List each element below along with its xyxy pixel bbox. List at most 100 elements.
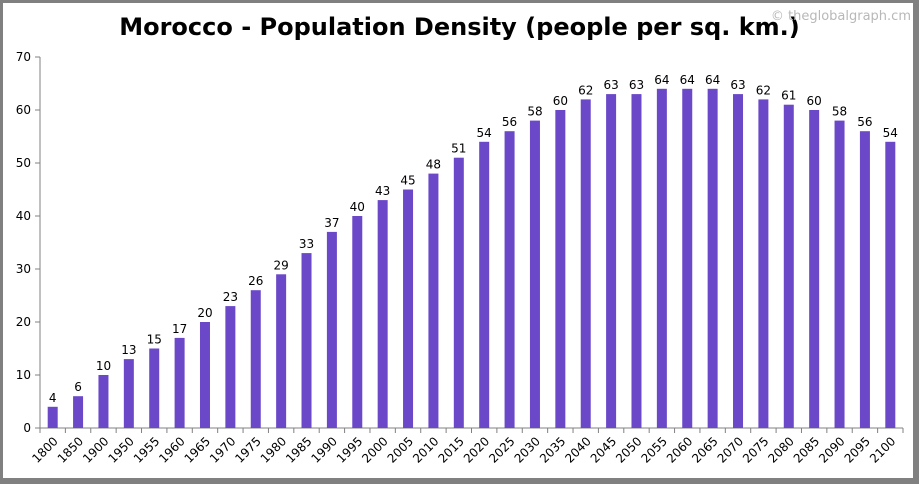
x-tick-label: 1955 [131, 434, 162, 465]
y-tick-label: 40 [16, 209, 31, 223]
bar [47, 406, 58, 428]
bar [377, 200, 388, 428]
data-label: 33 [299, 237, 314, 251]
x-tick-label: 2075 [740, 434, 771, 465]
bar [885, 141, 896, 429]
y-tick-label: 30 [16, 262, 31, 276]
x-tick-label: 2030 [512, 434, 543, 465]
data-label: 20 [197, 306, 212, 320]
data-label: 37 [324, 216, 339, 230]
x-tick-label: 2085 [791, 434, 822, 465]
y-tick-label: 0 [23, 421, 31, 435]
x-tick-label: 2000 [359, 434, 390, 465]
bar [199, 322, 210, 428]
bar [859, 131, 870, 428]
bar [225, 306, 236, 428]
data-label: 26 [248, 274, 263, 288]
x-tick-label: 2005 [385, 434, 416, 465]
data-label: 64 [680, 73, 695, 87]
x-tick-label: 1985 [283, 434, 314, 465]
x-tick-label: 2035 [537, 434, 568, 465]
data-label: 62 [578, 83, 593, 97]
bar [809, 110, 820, 428]
bar [123, 359, 134, 428]
bar [352, 216, 363, 428]
x-tick-label: 1800 [29, 434, 60, 465]
bar [555, 110, 566, 428]
bar [453, 157, 464, 428]
bar [276, 274, 287, 428]
chart-title: Morocco - Population Density (people per… [119, 13, 800, 41]
x-tick-label: 1900 [80, 434, 111, 465]
bar [403, 189, 414, 428]
data-label: 43 [375, 184, 390, 198]
data-label: 29 [273, 258, 288, 272]
bar [656, 88, 667, 429]
y-tick-label: 60 [16, 103, 31, 117]
x-tick-label: 1960 [156, 434, 187, 465]
x-tick-label: 1990 [309, 434, 340, 465]
bar [682, 88, 693, 429]
data-label: 60 [807, 94, 822, 108]
bar [529, 120, 540, 428]
y-tick-label: 10 [16, 368, 31, 382]
data-label: 64 [654, 73, 669, 87]
data-label: 56 [857, 115, 872, 129]
x-tick-label: 2025 [486, 434, 517, 465]
data-label: 64 [705, 73, 720, 87]
data-label: 4 [49, 391, 57, 405]
bar [73, 396, 84, 428]
bar [301, 253, 312, 428]
bar [631, 94, 642, 428]
x-tick-label: 2090 [816, 434, 847, 465]
x-tick-label: 1995 [334, 434, 365, 465]
bar [250, 290, 261, 428]
data-label: 58 [832, 105, 847, 119]
bar [707, 88, 718, 429]
data-label: 48 [426, 158, 441, 172]
data-label: 63 [629, 78, 644, 92]
bar [479, 141, 490, 429]
x-tick-label: 1975 [232, 434, 263, 465]
x-tick-label: 2015 [435, 434, 466, 465]
x-tick-label: 2060 [664, 434, 695, 465]
data-label: 54 [477, 126, 492, 140]
data-label: 6 [74, 380, 82, 394]
x-tick-label: 2095 [842, 434, 873, 465]
x-tick-label: 2080 [765, 434, 796, 465]
x-tick-label: 2055 [638, 434, 669, 465]
bar [758, 99, 769, 429]
x-tick-label: 1950 [105, 434, 136, 465]
x-tick-label: 1965 [182, 434, 213, 465]
x-tick-label: 2010 [410, 434, 441, 465]
bar [149, 348, 160, 428]
data-label: 15 [147, 333, 162, 347]
data-label: 17 [172, 322, 187, 336]
data-label: 63 [730, 78, 745, 92]
bar [733, 94, 744, 428]
bar [783, 104, 794, 428]
bar [606, 94, 617, 428]
data-label: 51 [451, 142, 466, 156]
bar [428, 173, 439, 428]
data-label: 23 [223, 290, 238, 304]
data-label: 54 [883, 126, 898, 140]
x-tick-label: 1980 [258, 434, 289, 465]
data-label: 40 [350, 200, 365, 214]
data-label: 61 [781, 89, 796, 103]
data-label: 56 [502, 115, 517, 129]
x-tick-label: 1850 [55, 434, 86, 465]
data-label: 60 [553, 94, 568, 108]
x-tick-label: 2050 [613, 434, 644, 465]
y-tick-label: 70 [16, 50, 31, 64]
watermark: © theglobalgraph.cm [770, 9, 911, 24]
data-label: 13 [121, 343, 136, 357]
x-tick-label: 2065 [689, 434, 720, 465]
data-label: 45 [400, 174, 415, 188]
bar [504, 131, 515, 428]
y-tick-label: 20 [16, 315, 31, 329]
y-tick-label: 50 [16, 156, 31, 170]
x-tick-label: 2045 [588, 434, 619, 465]
